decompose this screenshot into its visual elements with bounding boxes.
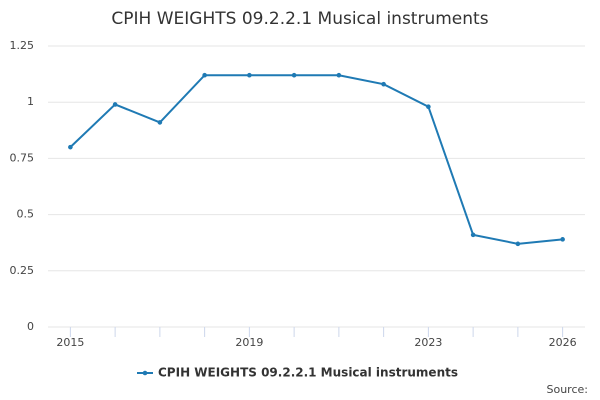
x-tick-label: 2026 (549, 336, 577, 349)
y-tick-label: 0 (27, 320, 34, 333)
point (247, 72, 252, 78)
source: Source: (547, 383, 589, 396)
line (69, 74, 563, 245)
point (515, 241, 521, 247)
point (560, 237, 565, 242)
point (426, 104, 431, 109)
point (336, 72, 342, 78)
point (470, 232, 476, 238)
y-tick-label: 0.25 (10, 264, 35, 277)
x-tick-label: 2019 (235, 336, 263, 349)
point (291, 72, 297, 78)
y-tick-label: 1.25 (10, 39, 35, 52)
x-tick-label: 2023 (414, 336, 442, 349)
point (157, 120, 163, 125)
y-tick-label: 0.75 (10, 151, 35, 164)
legend-label: CPIH WEIGHTS 09.2.2.1 Musical instrument… (158, 366, 458, 380)
chart-title: CPIH WEIGHTS 09.2.2.1 Musical instrument… (111, 9, 488, 29)
y-tick-label: 1 (27, 95, 34, 108)
y-tick-label: 0.5 (17, 208, 35, 221)
x-tick-label: 2015 (56, 336, 84, 349)
legend-marker (142, 370, 148, 376)
point (202, 72, 207, 78)
point (68, 144, 73, 150)
point (381, 81, 386, 87)
point (112, 102, 118, 107)
